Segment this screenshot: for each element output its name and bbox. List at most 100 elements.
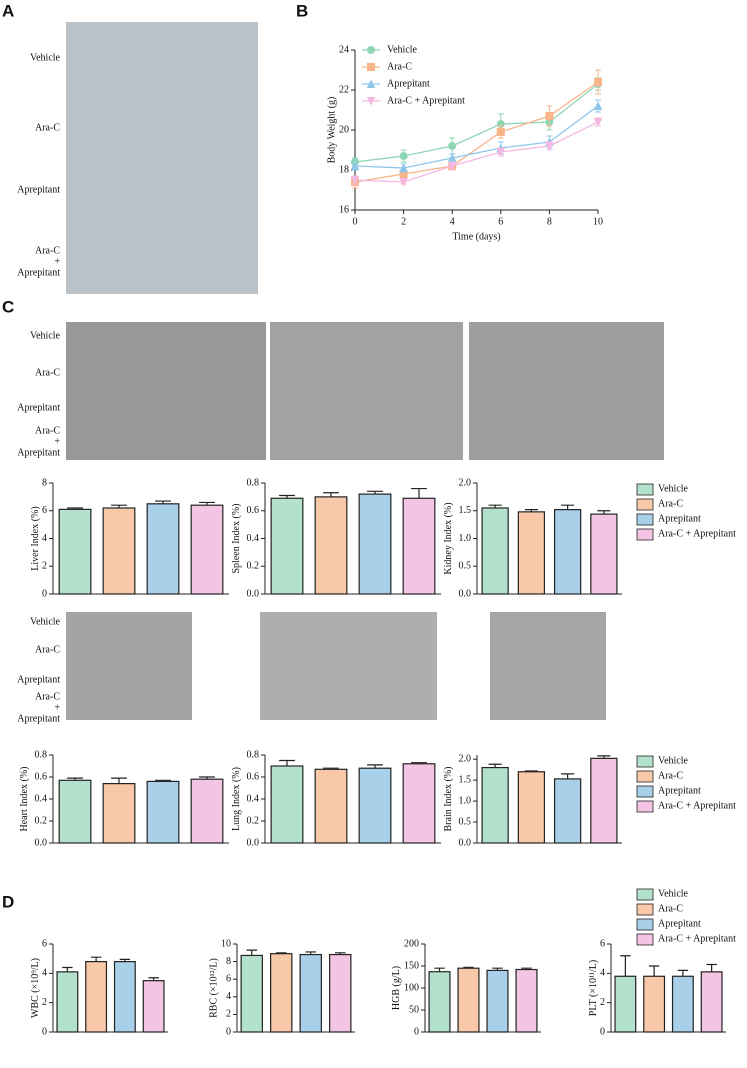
bar (102, 507, 136, 595)
bar (517, 511, 546, 595)
marker (594, 78, 602, 86)
x-tick-label: 2 (401, 216, 406, 227)
legend-label: Ara-C (387, 61, 412, 72)
photo (270, 322, 463, 460)
error-bar (246, 949, 258, 956)
marker (399, 152, 408, 160)
y-tick-label: 6 (600, 938, 605, 949)
y-tick-label: 0.0 (247, 588, 260, 599)
bar (553, 778, 582, 844)
bar (671, 975, 694, 1033)
x-tick-label: 8 (547, 216, 552, 227)
legend-swatch (636, 770, 654, 783)
bar (481, 507, 509, 595)
y-tick-label: 0.6 (35, 771, 48, 782)
y-tick-label: 100 (404, 982, 419, 993)
y-tick-label: 0.6 (247, 771, 260, 782)
y-tick-label: 0.0 (459, 837, 472, 848)
error-bar (111, 777, 127, 784)
y-tick-label: 0 (42, 588, 47, 599)
x-tick-label: 0 (353, 216, 358, 227)
marker (350, 161, 360, 170)
y-tick-label: 24 (339, 44, 349, 55)
marker (399, 178, 408, 187)
legend-label: Ara-C + Aprepitant (658, 528, 736, 539)
bar (314, 496, 348, 595)
series-line (354, 81, 599, 183)
y-tick-label: 8 (42, 477, 47, 488)
y-tick-label: 0.2 (247, 815, 260, 826)
y-tick-label: 0.5 (459, 561, 472, 572)
x-tick-label: 6 (498, 216, 503, 227)
legend-label: Vehicle (658, 755, 689, 766)
bar (402, 497, 436, 595)
bar (358, 767, 392, 844)
legend-label: Aprepitant (658, 513, 701, 524)
bar (270, 765, 304, 844)
error-bar (648, 965, 660, 977)
photo-label: Aprepitant (17, 447, 60, 458)
photo-label: Ara-C (35, 691, 60, 702)
legend-label: Aprepitant (658, 918, 701, 929)
marker (496, 128, 505, 136)
y-tick-label: 20 (339, 124, 349, 135)
y-tick-label: 4 (600, 968, 605, 979)
photo-label: Aprepitant (17, 713, 60, 724)
bar (457, 967, 480, 1033)
legend-label: Ara-C (658, 498, 683, 509)
legend-label: Ara-C + Aprepitant (658, 933, 736, 944)
y-tick-label: 1.5 (459, 774, 472, 785)
photo (490, 612, 606, 720)
photo-label: Aprepitant (17, 402, 60, 413)
y-tick-label: 6 (42, 505, 47, 516)
photo-label: Vehicle (30, 616, 61, 627)
bar (113, 960, 136, 1033)
panel-letter: B (296, 1, 308, 20)
bar (240, 954, 263, 1033)
legend-label: Vehicle (658, 483, 689, 494)
error-bar (561, 773, 575, 779)
y-axis-label: PLT (×10¹¹/L) (588, 960, 599, 1016)
y-tick-label: 2.0 (459, 753, 472, 764)
bar (590, 757, 618, 844)
photo (66, 322, 266, 460)
y-tick-label: 18 (339, 164, 349, 175)
marker (496, 148, 506, 157)
y-tick-label: 0.4 (35, 793, 48, 804)
legend-swatch (636, 903, 654, 916)
y-tick-label: 2 (226, 1009, 231, 1020)
bar (299, 953, 322, 1033)
marker (545, 142, 554, 151)
legend-swatch (636, 483, 654, 496)
bar (590, 513, 618, 595)
bar (146, 503, 180, 595)
photo-label: Ara-C (35, 425, 60, 436)
x-tick-label: 10 (593, 216, 603, 227)
error-bar (561, 504, 575, 510)
error-bar (279, 759, 295, 766)
y-tick-label: 2 (42, 997, 47, 1008)
error-bar (411, 487, 427, 499)
y-tick-label: 2 (42, 561, 47, 572)
bar (85, 960, 108, 1033)
y-tick-label: 0.6 (247, 505, 260, 516)
legend-swatch (636, 933, 654, 946)
series-line (354, 83, 599, 163)
bar (190, 778, 224, 844)
photo-label: + (54, 436, 60, 447)
bar (515, 968, 538, 1033)
marker (367, 63, 375, 71)
photo-label: Ara-C (35, 644, 60, 655)
bar (486, 969, 509, 1033)
panel-letter: C (2, 297, 14, 316)
y-tick-label: 2.0 (459, 477, 472, 488)
x-axis-label: Time (days) (452, 231, 500, 242)
legend-swatch (636, 755, 654, 768)
legend-swatch (636, 888, 654, 901)
photo-label: Ara-C (35, 245, 60, 256)
y-tick-label: 0.2 (35, 815, 48, 826)
y-tick-label: 6 (226, 973, 231, 984)
y-tick-label: 22 (339, 84, 349, 95)
bar (270, 953, 293, 1033)
bar (58, 508, 92, 595)
